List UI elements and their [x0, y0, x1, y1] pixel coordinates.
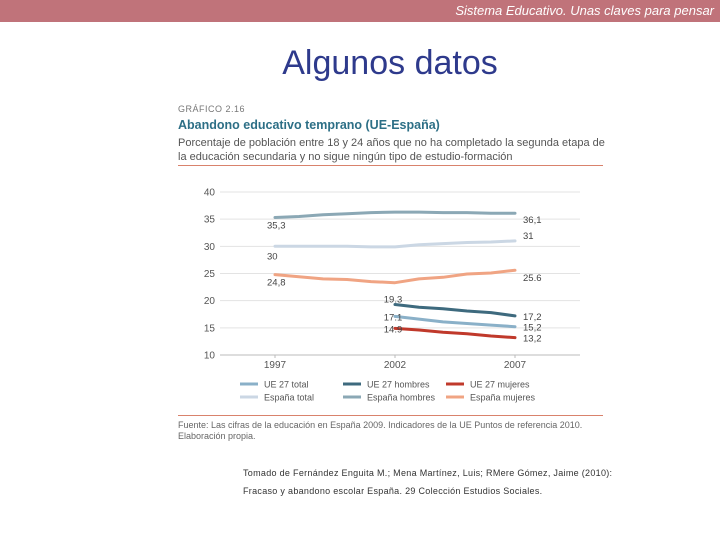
credit-line-2: Fracaso y abandono escolar España. 29 Co…: [243, 486, 543, 496]
top-bar: Sistema Educativo. Unas claves para pens…: [0, 0, 720, 22]
data-label: 35,3: [267, 221, 286, 232]
series-line: [273, 239, 517, 249]
data-label: 13,2: [523, 334, 542, 345]
series-line: [393, 303, 517, 318]
data-label: 31: [523, 231, 534, 242]
y-tick-label: 25: [204, 269, 216, 280]
slide-title: Algunos datos: [282, 44, 498, 82]
y-tick-label: 15: [204, 323, 216, 334]
series-line: [273, 268, 517, 285]
header-tagline: Sistema Educativo. Unas claves para pens…: [455, 3, 714, 18]
x-tick-label: 2002: [384, 360, 407, 371]
y-tick-label: 30: [204, 242, 216, 253]
legend-label: España total: [264, 393, 314, 403]
x-tick-label: 1997: [264, 360, 287, 371]
x-tick-label: 2007: [504, 360, 527, 371]
figure-subtitle: Porcentaje de población entre 18 y 24 añ…: [178, 137, 605, 163]
data-label: 17.1: [384, 312, 403, 323]
y-tick-label: 40: [204, 188, 216, 199]
series-line: [273, 210, 517, 219]
legend-label: España hombres: [367, 393, 436, 403]
data-label: 30: [267, 251, 278, 262]
legend-label: UE 27 hombres: [367, 380, 430, 390]
legend-label: España mujeres: [470, 393, 536, 403]
figure-source: Fuente: Las cifras de la educación en Es…: [178, 420, 583, 441]
series-line: [393, 314, 517, 329]
data-label: 17,2: [523, 312, 542, 323]
figure-title: Abandono educativo temprano (UE-España): [178, 118, 440, 132]
legend-label: UE 27 mujeres: [470, 380, 530, 390]
figure-bottom-rule: [178, 415, 603, 416]
data-label: 25.6: [523, 273, 542, 284]
credit-text: Tomado de Fernández Enguita M.; Mena Mar…: [243, 464, 643, 500]
legend-label: UE 27 total: [264, 380, 309, 390]
credit-line-1: Tomado de Fernández Enguita M.; Mena Mar…: [243, 468, 613, 478]
data-label: 19.3: [384, 294, 403, 305]
y-tick-label: 35: [204, 215, 216, 226]
figure-top-rule: [178, 165, 603, 166]
y-tick-label: 10: [204, 351, 216, 362]
figure-label: GRÁFICO 2.16: [178, 104, 246, 114]
data-label: 15,2: [523, 323, 542, 334]
data-label: 14.9: [384, 324, 403, 335]
y-tick-label: 20: [204, 296, 216, 307]
data-label: 36,1: [523, 215, 542, 226]
series-line: [393, 326, 517, 340]
data-label: 24,8: [267, 278, 286, 289]
